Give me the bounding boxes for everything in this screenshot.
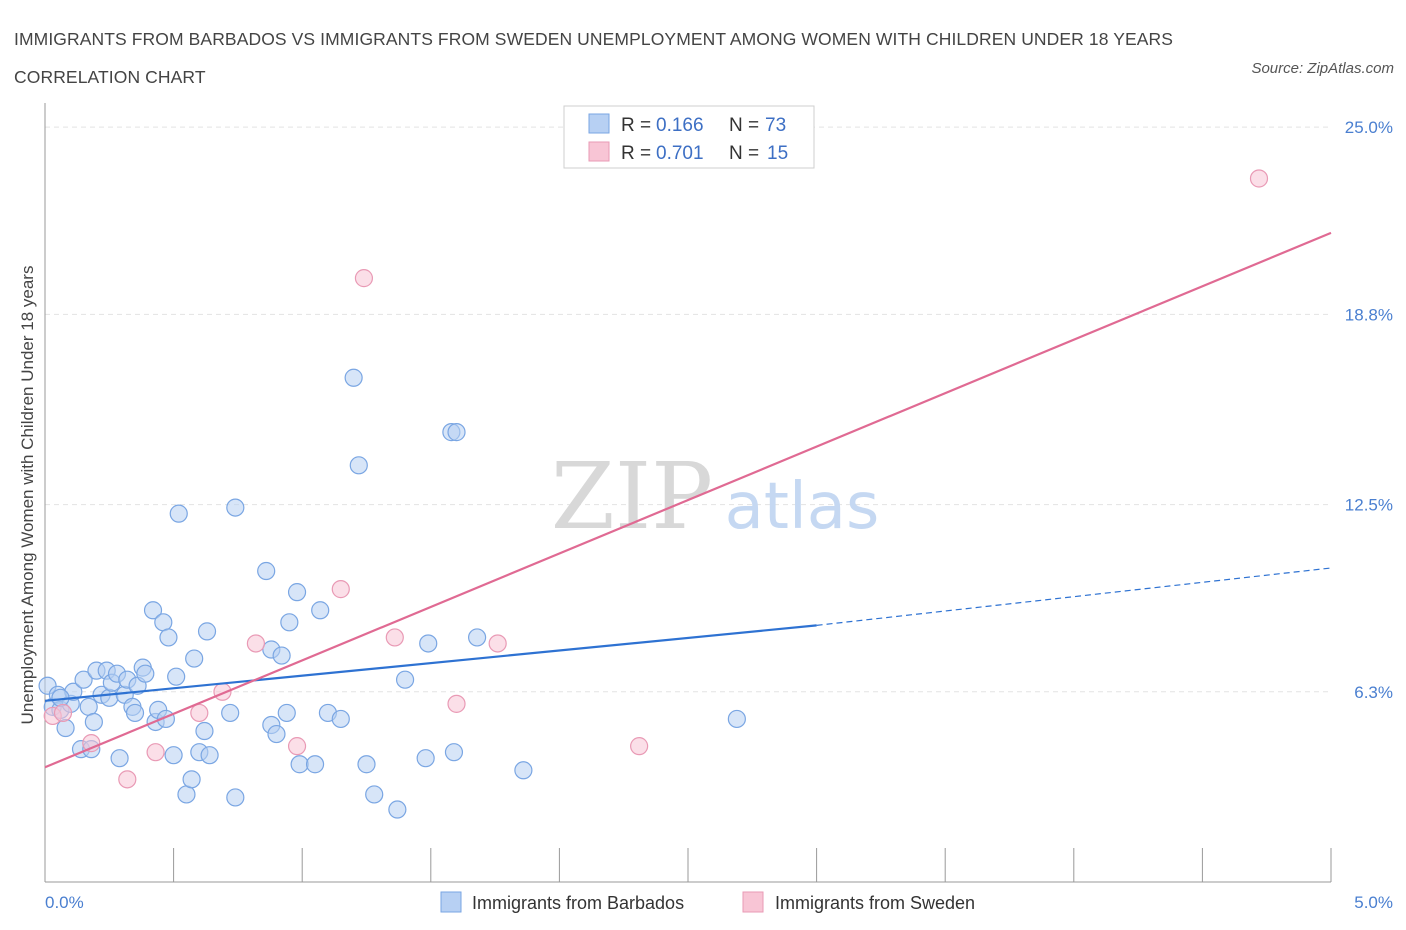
sweden-point-7	[246, 634, 266, 653]
sweden-points	[43, 169, 1269, 789]
barbados-point-60	[365, 785, 384, 804]
barbados-point-56	[331, 709, 350, 729]
barbados-point-38	[195, 721, 214, 741]
x-tick-labels: 0.0% 5.0%	[45, 893, 1393, 912]
y-tick-label-3: 25.0%	[1345, 118, 1393, 137]
x-tick-label-1: 5.0%	[1354, 893, 1393, 912]
barbados-point-24	[136, 664, 155, 683]
barbados-point-68	[467, 628, 487, 647]
y-tick-label-1: 12.5%	[1345, 496, 1393, 515]
barbados-point-41	[221, 703, 240, 723]
barbados-point-58	[349, 456, 368, 475]
barbados-point-53	[305, 755, 325, 774]
legend-r-label-2: R =	[621, 143, 651, 164]
barbados-point-32	[167, 667, 186, 686]
barbados-point-14	[100, 688, 119, 707]
barbados-point-21	[125, 703, 145, 723]
barbados-point-66	[447, 423, 466, 442]
barbados-point-9	[79, 697, 98, 716]
barbados-point-40	[200, 746, 219, 765]
bottom-legend-swatch-sweden	[742, 891, 764, 913]
barbados-point-50	[280, 613, 299, 632]
legend-r-value-2: 0.701	[656, 143, 704, 164]
sweden-point-10	[354, 269, 374, 288]
barbados-point-51	[287, 583, 307, 602]
barbados-point-70	[727, 709, 746, 729]
barbados-point-42	[226, 788, 245, 807]
sweden-point-3	[118, 770, 137, 789]
axes	[44, 103, 1332, 883]
sweden-point-11	[385, 628, 404, 647]
barbados-point-62	[395, 670, 415, 689]
barbados-trend-extension	[816, 567, 1332, 626]
y-tick-label-2: 18.8%	[1345, 305, 1393, 324]
sweden-point-14	[630, 737, 649, 756]
barbados-point-63	[416, 749, 435, 768]
gridlines	[45, 126, 1331, 693]
barbados-point-54	[311, 601, 330, 620]
sweden-trend-line	[44, 231, 1332, 769]
bottom-legend-label-barbados: Immigrants from Barbados	[472, 893, 684, 913]
barbados-point-33	[169, 504, 188, 523]
barbados-point-8	[74, 670, 93, 689]
barbados-point-10	[84, 712, 103, 732]
sweden-point-8	[287, 737, 307, 756]
legend-swatch-barbados	[588, 113, 610, 134]
chart-title: IMMIGRANTS FROM BARBADOS VS IMMIGRANTS F…	[14, 29, 1174, 87]
barbados-point-4	[56, 718, 75, 738]
bottom-legend: Immigrants from Barbados Immigrants from…	[440, 891, 975, 913]
legend-n-value-1: 73	[765, 115, 786, 136]
legend-r-label-1: R =	[621, 115, 651, 136]
sweden-point-15	[1249, 169, 1269, 188]
barbados-point-49	[277, 703, 296, 723]
barbados-point-25	[143, 601, 163, 620]
sweden-point-1	[53, 703, 73, 723]
y-tick-label-0: 6.3%	[1354, 683, 1393, 702]
legend-r-value-1: 0.166	[656, 115, 704, 136]
bottom-legend-swatch-barbados	[440, 891, 462, 913]
source-label: Source: ZipAtlas.com	[1251, 60, 1394, 77]
barbados-point-35	[182, 770, 201, 789]
barbados-point-17	[110, 749, 129, 768]
y-tick-labels: 6.3% 12.5% 18.8% 25.0%	[1345, 118, 1393, 702]
legend-n-label-2: N =	[729, 143, 759, 164]
barbados-point-57	[344, 368, 363, 387]
barbados-points	[38, 368, 746, 819]
legend-n-value-2: 15	[767, 143, 788, 164]
barbados-point-67	[444, 743, 464, 762]
barbados-point-52	[290, 755, 309, 774]
barbados-point-36	[185, 649, 204, 668]
barbados-point-59	[357, 755, 376, 774]
x-tick-label-0: 0.0%	[45, 893, 84, 912]
watermark-atlas: atlas	[725, 470, 880, 544]
barbados-point-69	[514, 761, 533, 780]
barbados-point-31	[164, 746, 183, 765]
barbados-point-28	[154, 613, 173, 632]
sweden-point-5	[190, 703, 209, 723]
sweden-point-9	[331, 580, 350, 599]
barbados-point-64	[419, 634, 438, 653]
legend-swatch-sweden	[588, 141, 610, 162]
barbados-point-44	[257, 561, 276, 581]
watermark-zip: ZIP	[551, 443, 713, 550]
barbados-point-39	[197, 622, 217, 641]
barbados-point-47	[267, 724, 286, 744]
barbados-point-34	[177, 785, 196, 804]
sweden-point-13	[488, 634, 507, 653]
legend-n-label-1: N =	[729, 115, 759, 136]
legend: R = 0.166 N = 73 R = 0.701 N = 15	[563, 105, 815, 169]
barbados-point-30	[159, 628, 178, 647]
trend-lines	[44, 231, 1332, 769]
bottom-legend-label-sweden: Immigrants from Sweden	[775, 893, 975, 913]
sweden-point-4	[146, 743, 165, 762]
barbados-point-61	[388, 800, 407, 819]
barbados-point-43	[226, 498, 245, 517]
sweden-point-12	[447, 694, 466, 713]
barbados-trend-line	[44, 624, 817, 702]
y-axis-label: Unemployment Among Women with Children U…	[18, 266, 37, 725]
barbados-point-48	[272, 646, 291, 665]
